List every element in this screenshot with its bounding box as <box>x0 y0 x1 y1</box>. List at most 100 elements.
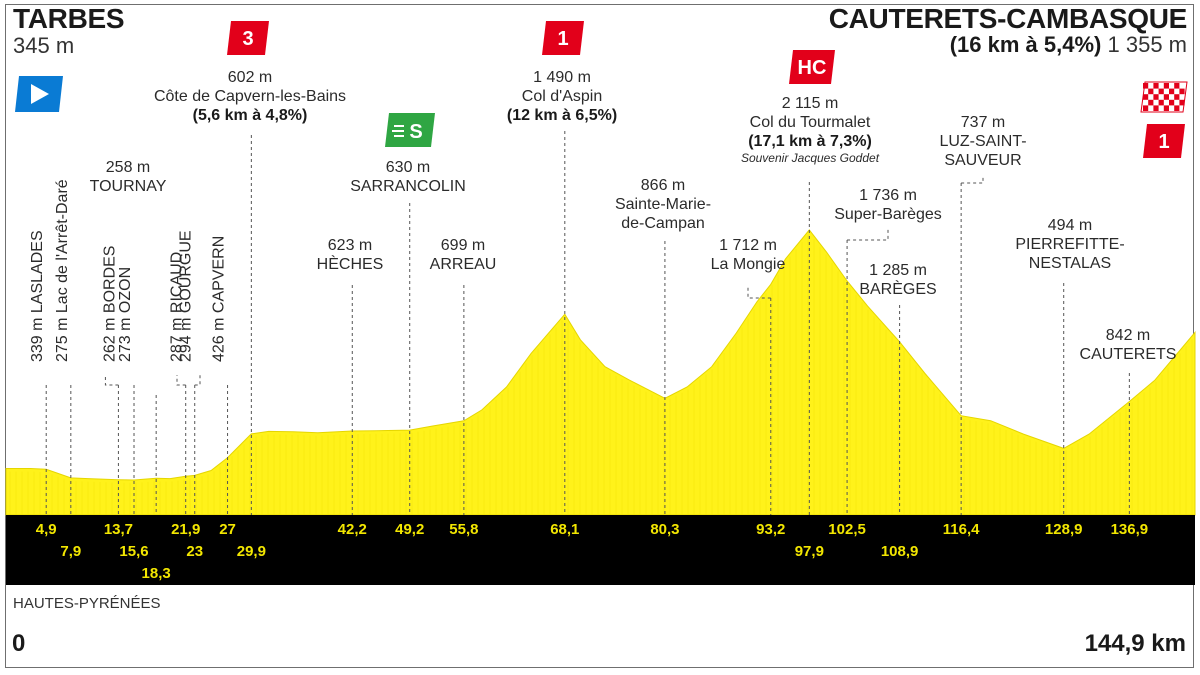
place-label-line: 1 712 m <box>719 237 777 254</box>
km-label: 29,9 <box>237 543 266 560</box>
place-label-line: 737 m <box>961 114 1005 131</box>
guide-lines <box>45 131 1130 515</box>
checker-cell <box>1143 94 1149 100</box>
profile-area-group <box>5 229 1196 516</box>
place-label-line: de-Campan <box>621 215 705 232</box>
checker-cell <box>1169 88 1175 95</box>
start-flag-icon <box>15 76 63 112</box>
km-label: 13,7 <box>104 521 133 538</box>
km-label: 136,9 <box>1111 521 1149 538</box>
checker-cell <box>1158 99 1164 106</box>
connector-hook <box>104 375 119 386</box>
checker-cell <box>1179 88 1185 95</box>
finish-altitude: 1 355 m <box>1107 32 1188 57</box>
finish-cat1-badge-text: 1 <box>1158 131 1169 153</box>
start-altitude: 345 m <box>13 33 75 58</box>
checker-cell <box>1143 105 1149 111</box>
place-label-line: HÈCHES <box>317 254 384 273</box>
region-name: HAUTES-PYRÉNÉES <box>13 595 161 612</box>
place-label-line: BARÈGES <box>859 279 936 298</box>
place-label-line: 1 736 m <box>859 187 917 204</box>
cat3-badge-text: 3 <box>242 28 253 50</box>
checker-cell <box>1153 105 1159 111</box>
checker-cell <box>1158 88 1164 95</box>
place-label-line: 602 m <box>228 69 272 86</box>
km-label: 42,2 <box>338 521 367 538</box>
km-label: 27 <box>219 521 236 538</box>
km-label: 80,3 <box>650 521 679 538</box>
checker-cell <box>1153 83 1159 89</box>
connector-hook <box>194 375 201 386</box>
finish-flag-icon <box>1140 81 1188 113</box>
place-label-line: Sainte-Marie- <box>615 196 711 213</box>
checker-cell <box>1179 99 1185 106</box>
place-label-line: 866 m <box>641 177 685 194</box>
sprint-badge-shape <box>385 113 435 147</box>
vertical-labels: 339 m LASLADES 275 m Lac de l'Arrêt-Daré 2… <box>29 179 227 362</box>
km-label: 128,9 <box>1045 521 1083 538</box>
vertical-place-label: 339 m LASLADES <box>29 230 46 362</box>
km-label: 49,2 <box>395 521 424 538</box>
checker-cell <box>1174 83 1180 89</box>
km-label: 4,9 <box>36 521 57 538</box>
finish-climb-stats: (16 km à 5,4%) <box>949 32 1102 57</box>
place-label-line: LUZ-SAINT- <box>939 133 1026 150</box>
place-labels: 258 m TOURNAY 602 m Côte de Capvern-les-Bai… <box>90 69 1177 363</box>
place-label-line: 842 m <box>1106 327 1150 344</box>
checker-cell <box>1148 88 1154 95</box>
place-label-line: 623 m <box>328 237 372 254</box>
hc-badge: HC <box>789 50 835 84</box>
finish-cat1-badge: 1 <box>1143 124 1185 158</box>
place-label-line: PIERREFITTE- <box>1015 236 1124 253</box>
sprint-badge: S <box>385 113 435 147</box>
place-label-line: 2 115 m <box>782 95 839 112</box>
km-label: 55,8 <box>449 521 478 538</box>
km-label: 21,9 <box>171 521 200 538</box>
place-label-line: SARRANCOLIN <box>350 178 466 195</box>
place-label-line: 1 285 m <box>869 262 927 279</box>
checker-cell <box>1143 83 1149 89</box>
place-label-line: CAUTERETS <box>1080 346 1177 363</box>
km-label: 108,9 <box>881 543 919 560</box>
checker-cell <box>1174 94 1180 100</box>
cat1-badge: 1 <box>542 21 584 55</box>
checker-cell <box>1174 105 1180 111</box>
checker-cell <box>1163 94 1169 100</box>
checker-cell <box>1148 99 1154 106</box>
distance-end: 144,9 km <box>1084 630 1186 657</box>
place-label-line: TOURNAY <box>90 178 167 195</box>
km-label: 116,4 <box>943 521 980 538</box>
km-label: 97,9 <box>795 543 824 560</box>
vertical-place-label: 294 m GOURGUE <box>178 230 195 362</box>
start-town: TARBES <box>13 3 125 34</box>
vertical-place-label: 273 m OZON <box>117 267 134 362</box>
place-label-line: Col du Tourmalet <box>750 114 871 131</box>
place-label-line: NESTALAS <box>1029 255 1111 272</box>
km-label: 7,9 <box>60 543 81 560</box>
checker-cell <box>1153 94 1159 100</box>
profile-hatching <box>9 234 1193 515</box>
play-triangle-icon <box>31 84 49 104</box>
finish-climb-info: (16 km à 5,4%) 1 355 m <box>950 34 1187 56</box>
km-label: 68,1 <box>550 521 579 538</box>
hc-badge-shape <box>789 50 835 84</box>
km-label: 102,5 <box>828 521 866 538</box>
climb-note-label: Souvenir Jacques Goddet <box>741 151 880 165</box>
connector-hook <box>847 228 889 241</box>
place-label-line: Côte de Capvern-les-Bains <box>154 88 346 105</box>
place-label-line: 258 m <box>106 159 150 176</box>
place-label-line: Col d'Aspin <box>522 88 602 105</box>
hc-badge-text: HC <box>798 57 827 79</box>
connector-hook <box>961 175 984 184</box>
connector-hook <box>747 285 771 299</box>
cat3-badge-shape <box>227 21 269 55</box>
vertical-place-label: 426 m CAPVERN <box>211 236 228 362</box>
cat1-badge-text: 1 <box>557 28 568 50</box>
cat1-badge-shape <box>542 21 584 55</box>
place-label-line: 1 490 m <box>533 69 591 86</box>
place-label-line: 494 m <box>1048 217 1092 234</box>
place-label-line: Super-Barèges <box>834 206 942 223</box>
place-label-line: SAUVEUR <box>944 152 1021 169</box>
